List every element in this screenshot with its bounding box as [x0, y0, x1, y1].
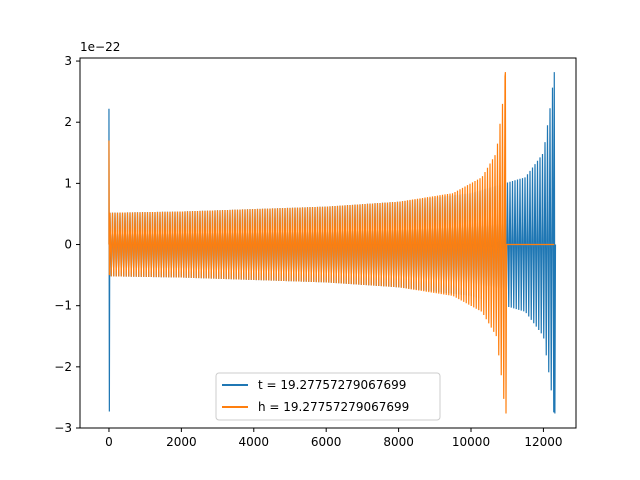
y-offset-label: 1e−22	[80, 40, 120, 54]
legend: t = 19.27757279067699 h = 19.27757279067…	[215, 372, 441, 421]
x-axis: 0 2000 4000 6000 8000 10000 12000	[105, 428, 563, 449]
y-tick-label: −2	[54, 360, 72, 374]
axes-frame	[79, 57, 577, 429]
y-tick-label: 1	[64, 176, 72, 190]
y-tick-label: −1	[54, 299, 72, 313]
x-tick-label: 6000	[311, 435, 342, 449]
x-tick-label: 2000	[166, 435, 197, 449]
y-tick-label: 2	[64, 115, 72, 129]
y-tick-label: −3	[54, 421, 72, 435]
y-tick-label: 3	[64, 54, 72, 68]
legend-box	[215, 372, 441, 421]
x-tick-label: 0	[105, 435, 113, 449]
y-axis: −3 −2 −1 0 1 2 3	[54, 54, 80, 435]
series-layer	[108, 72, 557, 414]
x-tick-label: 8000	[383, 435, 414, 449]
x-tick-label: 10000	[452, 435, 490, 449]
legend-label-h: h = 19.27757279067699	[258, 400, 409, 414]
series-line	[108, 72, 555, 414]
legend-label-t: t = 19.27757279067699	[258, 378, 406, 392]
y-tick-label: 0	[64, 238, 72, 252]
series-h	[108, 72, 555, 414]
x-tick-label: 12000	[524, 435, 562, 449]
x-tick-label: 4000	[239, 435, 270, 449]
